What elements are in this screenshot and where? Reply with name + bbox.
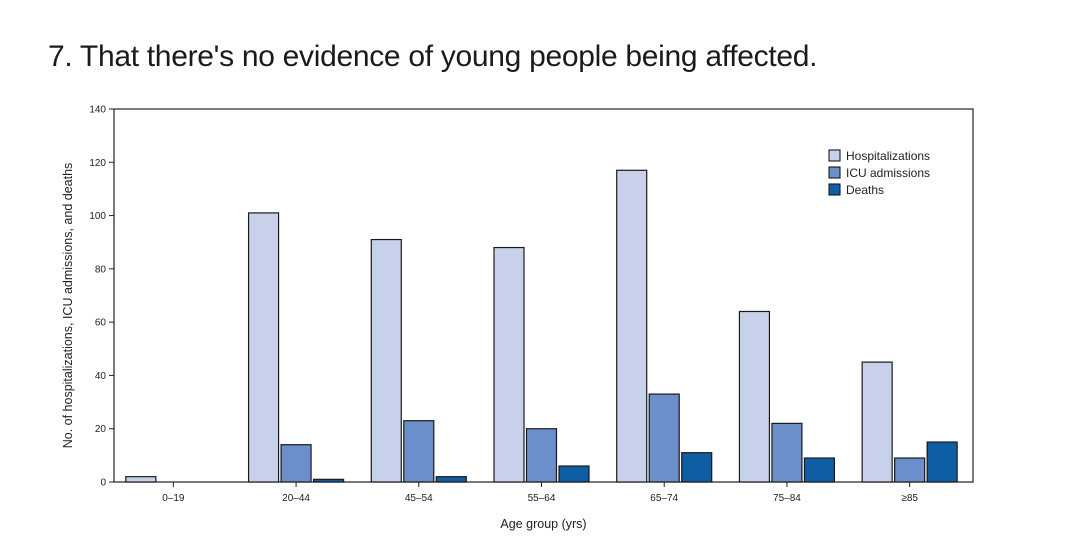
bar-hospitalizations — [370, 238, 402, 483]
bar-icu-admissions — [403, 420, 435, 483]
y-tick-label: 20 — [95, 424, 107, 435]
x-tick-label: 75–84 — [773, 493, 801, 504]
y-tick-label: 140 — [89, 105, 106, 116]
bar-deaths — [312, 478, 345, 483]
bar-deaths — [681, 452, 713, 483]
bar-icu-admissions — [648, 393, 680, 483]
y-tick-label: 120 — [89, 158, 106, 169]
y-axis-title: No. of hospitalizations, ICU admissions,… — [61, 163, 75, 449]
legend-swatch — [828, 183, 841, 196]
bar-deaths — [803, 457, 836, 483]
legend-label: Deaths — [846, 183, 884, 197]
plot-area-frame — [113, 108, 974, 483]
bar-hospitalizations — [738, 310, 771, 483]
bar-icu-admissions — [280, 444, 312, 483]
bar-hospitalizations — [861, 361, 893, 483]
x-tick-label: 55–64 — [528, 493, 556, 504]
legend-label: ICU admissions — [846, 166, 930, 180]
x-axis-title: Age group (yrs) — [500, 517, 586, 531]
bar-hospitalizations — [493, 246, 525, 483]
y-tick-label: 100 — [89, 211, 106, 222]
x-tick-label: 20–44 — [282, 493, 310, 504]
x-tick-label: 0–19 — [162, 493, 185, 504]
bar-icu-admissions — [894, 457, 926, 483]
bar-icu-admissions — [771, 422, 803, 483]
x-tick-label: 45–54 — [405, 493, 433, 504]
x-tick-label: ≥85 — [901, 493, 918, 504]
y-tick-label: 60 — [95, 318, 107, 329]
bar-deaths — [435, 476, 467, 483]
x-tick-label: 65–74 — [650, 493, 678, 504]
legend-label: Hospitalizations — [846, 149, 930, 163]
bar-deaths — [558, 465, 590, 483]
bar-hospitalizations — [616, 169, 648, 483]
legend-swatch — [828, 149, 841, 162]
bar-icu-admissions — [525, 428, 558, 483]
bar-hospitalizations — [247, 212, 280, 483]
bar-hospitalizations — [125, 476, 157, 483]
legend-swatch — [828, 166, 841, 179]
y-tick-label: 40 — [95, 371, 107, 382]
y-tick-label: 80 — [95, 264, 107, 275]
y-tick-label: 0 — [100, 478, 106, 489]
bar-deaths — [926, 441, 958, 483]
page-headline: 7. That there's no evidence of young peo… — [48, 40, 818, 73]
